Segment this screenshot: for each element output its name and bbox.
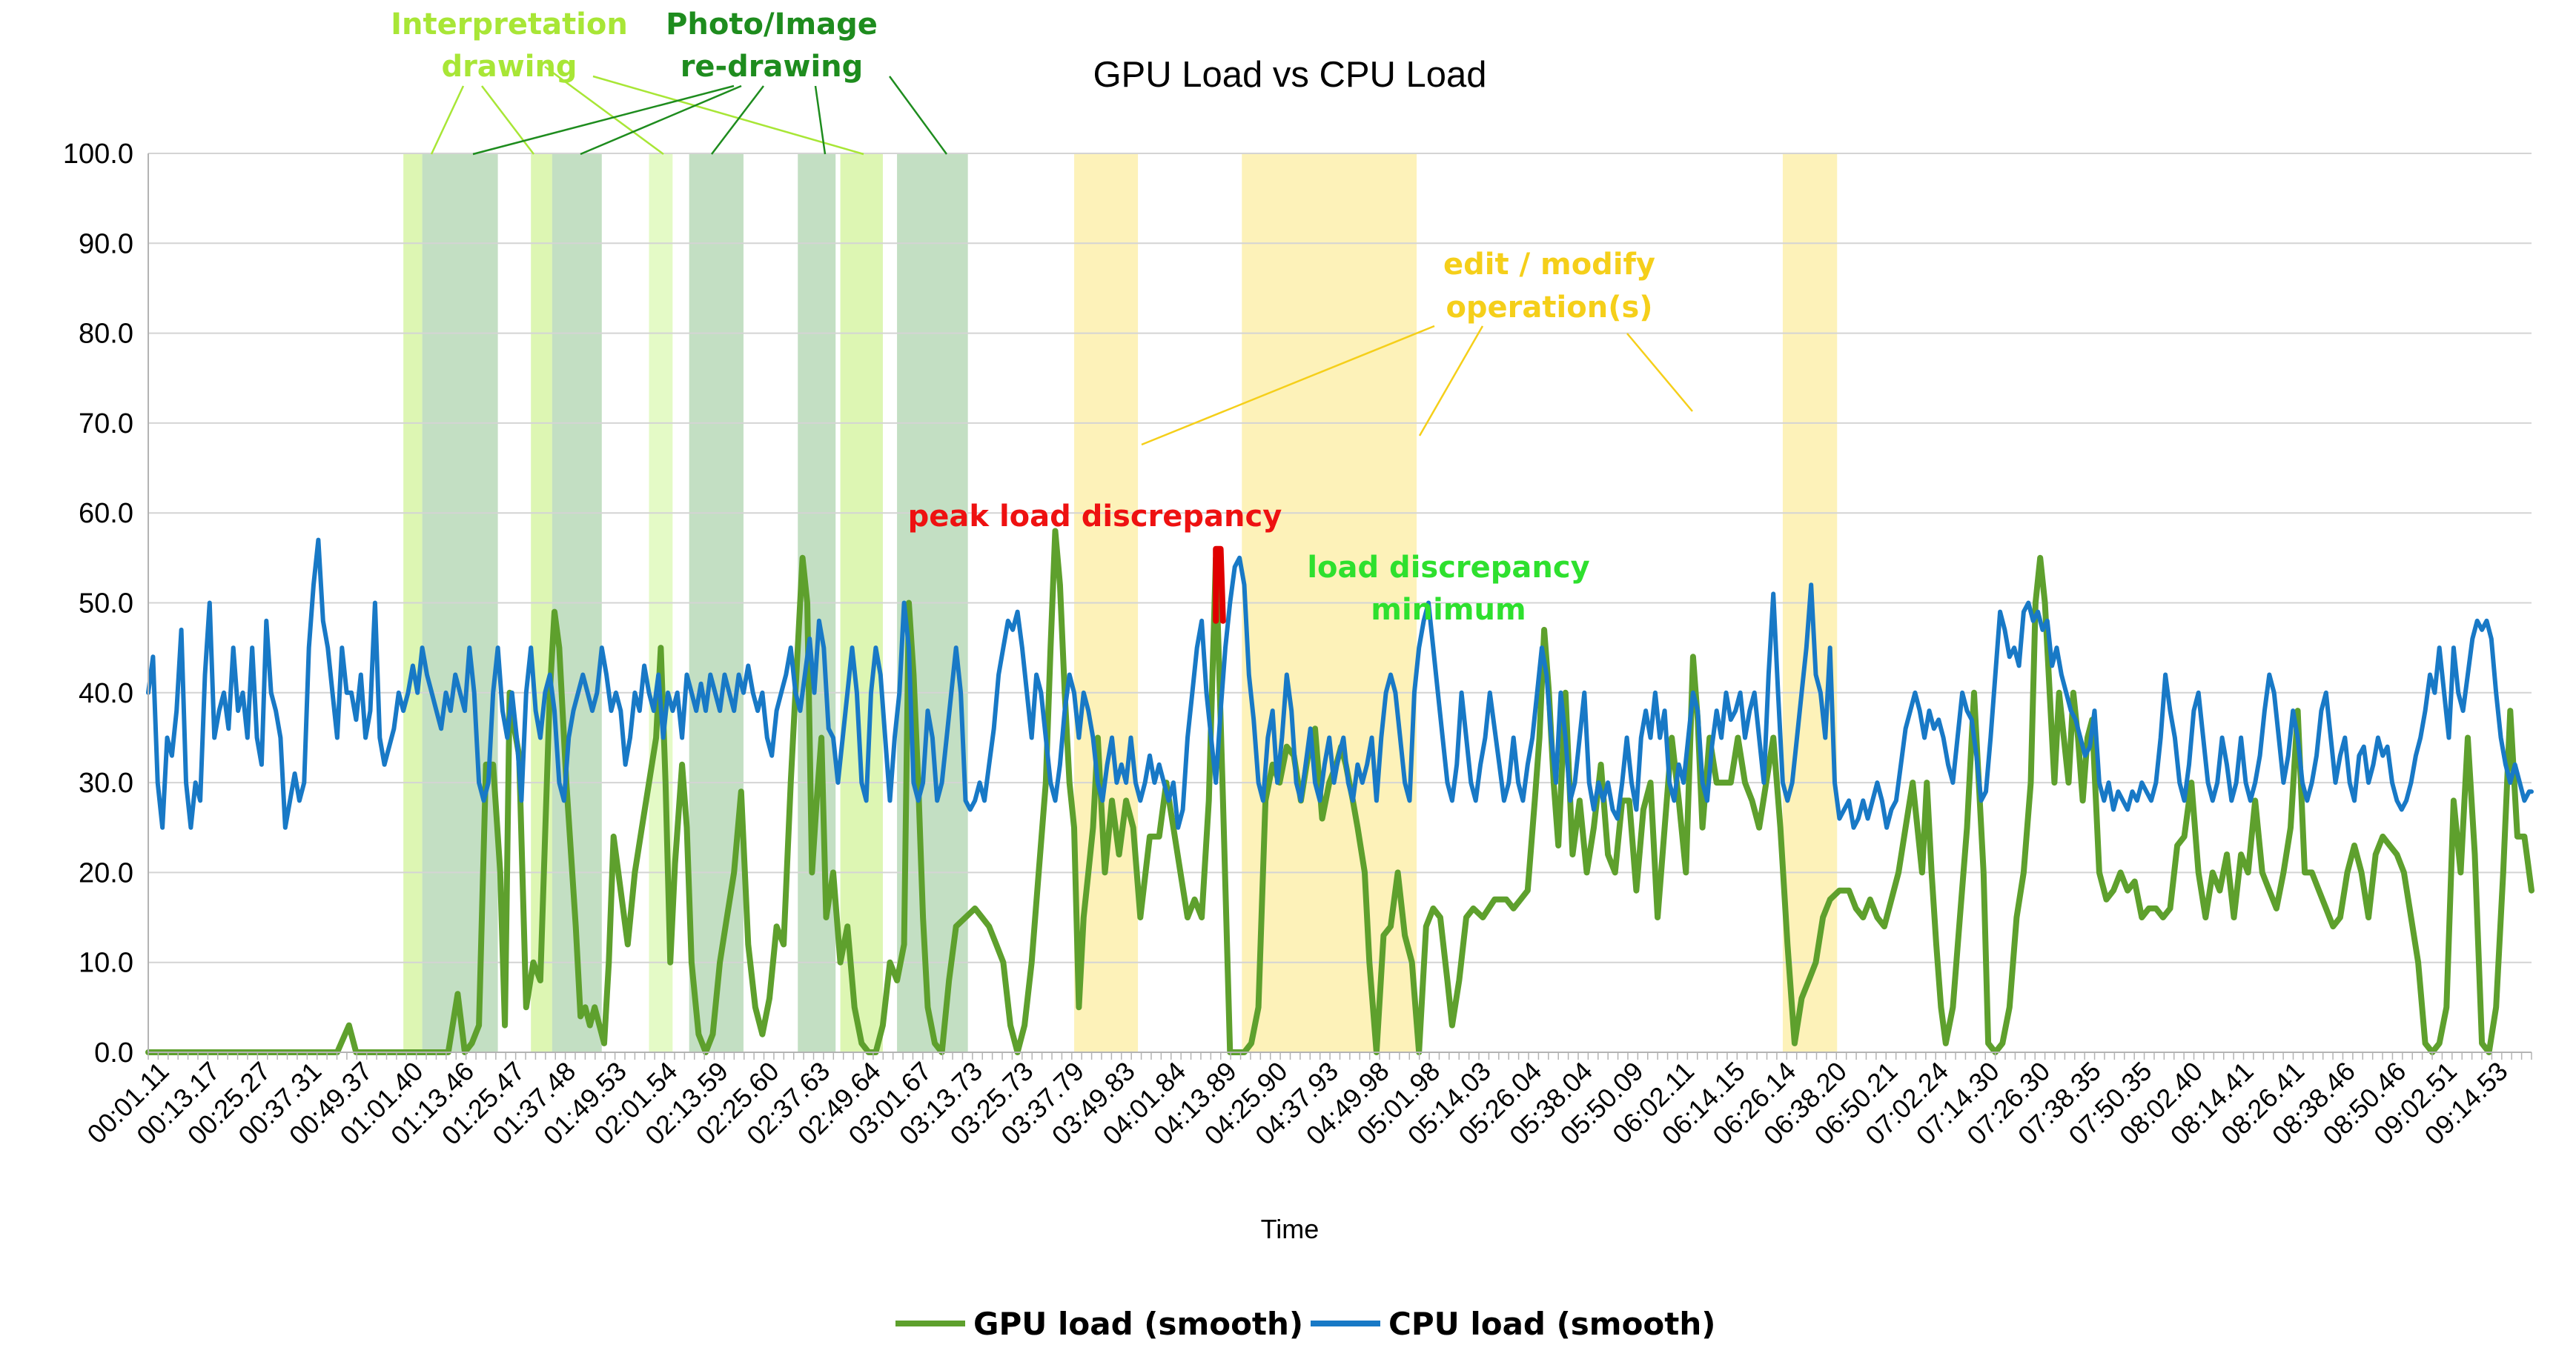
annotation-edit-line2: operation(s) (1446, 290, 1652, 325)
annotation-leader-line (580, 84, 742, 156)
annotation-interpretation-line1: Interpretation (391, 7, 628, 41)
y-tick-label: 60.0 (79, 498, 133, 529)
axes (148, 153, 2532, 1060)
y-tick-label: 0.0 (94, 1037, 133, 1069)
annotation-leader-line (1626, 333, 1693, 412)
y-tick-label: 30.0 (79, 768, 133, 799)
annotations: Interpretation drawing Photo/Image re-dr… (391, 7, 1655, 627)
annotation-edit-line1: edit / modify (1443, 248, 1655, 282)
y-tick-label: 90.0 (79, 228, 133, 259)
annotation-leader-line (888, 76, 948, 155)
cpu-load-line (146, 537, 2534, 830)
annotation-leader-line (472, 84, 735, 156)
annotation-photo-line2: re-drawing (681, 50, 864, 84)
annotation-leader-line (711, 85, 764, 155)
annotation-leader-line (814, 85, 827, 155)
legend: GPU load (smooth) CPU load (smooth) (895, 1306, 1715, 1342)
y-tick-label: 70.0 (79, 408, 133, 439)
chart-title: GPU Load vs CPU Load (1093, 55, 1486, 95)
x-axis-label: Time (1261, 1214, 1320, 1244)
y-tick-label: 50.0 (79, 588, 133, 620)
annotation-leader-line (592, 75, 864, 156)
y-tick-label: 40.0 (79, 678, 133, 709)
series-lines (145, 528, 2534, 1055)
legend-label-cpu: CPU load (smooth) (1388, 1306, 1715, 1342)
y-tick-label: 20.0 (79, 857, 133, 889)
y-tick-label: 100.0 (63, 139, 133, 170)
y-tick-label: 10.0 (79, 948, 133, 979)
y-tick-labels: 0.0 10.0 20.0 30.0 40.0 50.0 60.0 70.0 80.0 90.0 1… (63, 139, 133, 1069)
gpu-load-line (145, 528, 2534, 1055)
peak-discrepancy-highlight (1213, 545, 1226, 624)
annotation-leader-line (1418, 325, 1484, 436)
annotation-minimum-line2: minimum (1371, 593, 1526, 627)
y-tick-label: 80.0 (79, 319, 133, 350)
annotation-minimum-line1: load discrepancy (1307, 551, 1589, 585)
annotation-photo-line1: Photo/Image (666, 7, 878, 41)
legend-label-gpu: GPU load (smooth) (973, 1306, 1303, 1342)
annotation-leader-line (481, 85, 534, 155)
annotation-leader-line (544, 65, 664, 156)
annotation-leader-lines (430, 65, 1693, 446)
annotation-interpretation-line2: drawing (441, 50, 577, 84)
annotation-leader-line (1141, 325, 1435, 446)
annotation-peak: peak load discrepancy (908, 499, 1282, 534)
x-tick-labels: 00:01.1100:13.1700:25.2700:37.3100:49.37… (81, 1056, 2513, 1151)
annotation-leader-line (430, 85, 465, 155)
